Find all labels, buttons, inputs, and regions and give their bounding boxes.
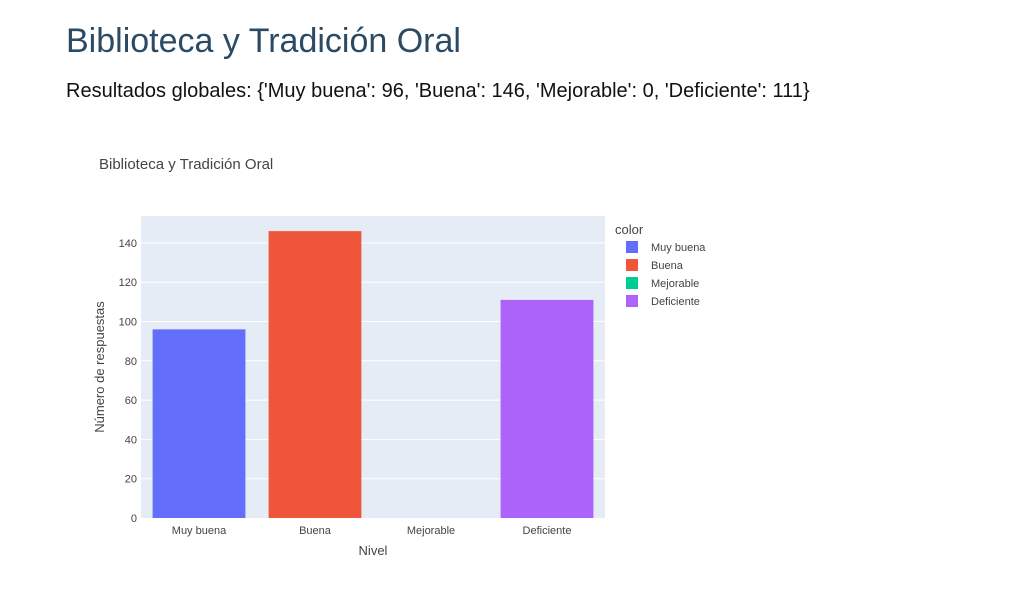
y-tick-label: 0 <box>131 513 137 525</box>
y-tick-label: 40 <box>125 434 137 446</box>
x-tick-label: Muy buena <box>172 525 227 537</box>
x-tick-label: Buena <box>299 525 332 537</box>
chart-title: Biblioteca y Tradición Oral <box>99 156 273 173</box>
x-axis-title: Nivel <box>359 543 388 558</box>
x-tick-label: Mejorable <box>407 525 455 537</box>
legend: color Muy buena Buena Mejorable Deficiente <box>615 222 706 308</box>
legend-swatch-mejorable[interactable] <box>626 277 638 289</box>
y-tick-label: 80 <box>125 356 137 368</box>
y-axis-title: Número de respuestas <box>92 301 107 433</box>
bar-chart: Biblioteca y Tradición Oral 0 20 40 60 80 100… <box>92 156 706 558</box>
bar-buena <box>268 231 362 519</box>
y-axis-ticks: 0 20 40 60 80 100 120 140 <box>119 238 137 525</box>
legend-label-muy-buena[interactable]: Muy buena <box>651 242 706 254</box>
legend-swatch-deficiente[interactable] <box>626 295 638 307</box>
y-tick-label: 120 <box>119 277 137 289</box>
y-tick-label: 20 <box>125 474 137 486</box>
page-title: Biblioteca y Tradición Oral <box>66 22 461 60</box>
x-tick-label: Deficiente <box>523 525 572 537</box>
x-axis-ticks: Muy buena Buena Mejorable Deficiente <box>172 525 572 537</box>
legend-title: color <box>615 222 644 237</box>
legend-label-deficiente[interactable]: Deficiente <box>651 296 700 308</box>
legend-label-mejorable[interactable]: Mejorable <box>651 278 699 290</box>
bar-deficiente <box>500 299 594 518</box>
y-tick-label: 140 <box>119 238 137 250</box>
y-tick-label: 100 <box>119 317 137 329</box>
results-summary: Resultados globales: {'Muy buena': 96, '… <box>66 80 810 102</box>
y-tick-label: 60 <box>125 395 137 407</box>
legend-label-buena[interactable]: Buena <box>651 260 684 272</box>
bar-muy-buena <box>152 329 246 518</box>
chart-container: Biblioteca y Tradición Oral 0 20 40 60 80 100… <box>0 140 1024 580</box>
bars <box>152 231 594 519</box>
legend-swatch-muy-buena[interactable] <box>626 241 638 253</box>
legend-swatch-buena[interactable] <box>626 259 638 271</box>
